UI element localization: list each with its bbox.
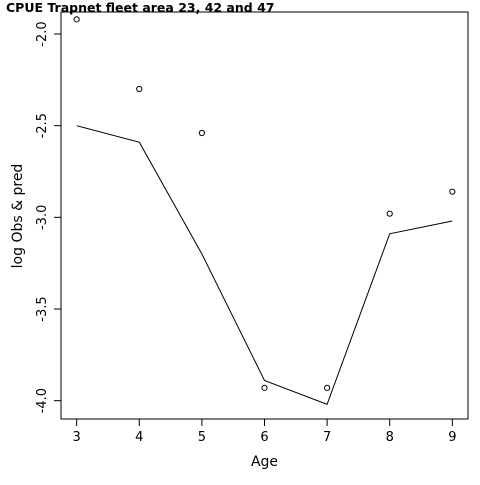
x-tick-label: 6 bbox=[260, 430, 268, 445]
observed-point bbox=[136, 85, 143, 93]
y-tick-label: -4.0 bbox=[35, 388, 50, 413]
y-axis-label: log Obs & pred bbox=[10, 164, 26, 269]
predicted-series bbox=[76, 125, 453, 405]
x-tick-label: 5 bbox=[198, 430, 206, 445]
predicted-line bbox=[76, 125, 453, 405]
y-axis: -2.0 -2.5 -3.0 -3.5 -4.0 bbox=[35, 21, 61, 413]
observed-series bbox=[73, 16, 456, 391]
x-tick-label: 3 bbox=[73, 430, 81, 445]
x-axis: 3 4 5 6 7 8 9 bbox=[73, 419, 456, 445]
observed-point bbox=[73, 16, 80, 23]
y-tick-label: -3.5 bbox=[35, 296, 50, 321]
y-tick-label: -3.0 bbox=[35, 205, 50, 230]
observed-point bbox=[386, 210, 393, 217]
x-tick-label: 4 bbox=[135, 430, 143, 445]
x-axis-label: Age bbox=[251, 454, 278, 470]
observed-point bbox=[261, 384, 268, 391]
x-tick-label: 7 bbox=[323, 430, 331, 445]
observed-point bbox=[198, 129, 205, 137]
x-tick-label: 8 bbox=[386, 430, 394, 445]
y-tick-label: -2.0 bbox=[35, 21, 50, 46]
x-tick-label: 9 bbox=[448, 430, 456, 445]
chart-title: CPUE Trapnet fleet area 23, 42 and 47 bbox=[6, 0, 274, 15]
y-tick-label: -2.5 bbox=[35, 113, 50, 138]
observed-point bbox=[449, 188, 456, 195]
observed-point bbox=[324, 384, 331, 391]
